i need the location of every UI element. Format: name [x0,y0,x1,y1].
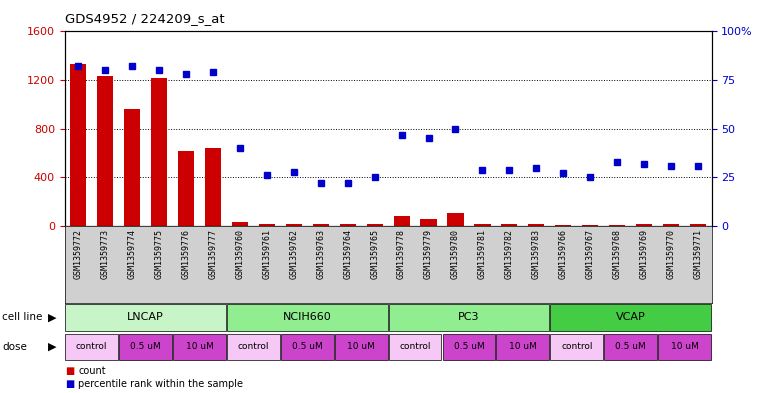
Bar [178,151,194,226]
Text: GSM1359761: GSM1359761 [263,229,272,279]
Bar [550,334,603,360]
Text: cell line: cell line [2,312,43,322]
Text: NCIH660: NCIH660 [283,312,332,322]
Bar [285,224,302,226]
Bar [227,304,387,331]
Bar [119,334,172,360]
Text: GDS4952 / 224209_s_at: GDS4952 / 224209_s_at [65,12,224,25]
Text: GSM1359770: GSM1359770 [667,229,676,279]
Bar [550,304,711,331]
Text: GSM1359779: GSM1359779 [424,229,433,279]
Text: 0.5 uM: 0.5 uM [454,342,484,351]
Bar [501,224,517,226]
Bar [339,224,356,226]
Bar [70,64,86,226]
Bar [636,224,652,226]
Bar [227,334,280,360]
Bar [663,224,679,226]
Text: 0.5 uM: 0.5 uM [130,342,161,351]
Text: ▶: ▶ [48,312,56,322]
Bar [393,216,409,226]
Text: GSM1359780: GSM1359780 [451,229,460,279]
Text: ■: ■ [65,366,74,376]
Text: GSM1359777: GSM1359777 [209,229,218,279]
Text: GSM1359769: GSM1359769 [640,229,648,279]
Bar [259,224,275,226]
Text: GSM1359781: GSM1359781 [478,229,487,279]
Bar [690,224,706,226]
Text: GSM1359764: GSM1359764 [343,229,352,279]
Bar [124,109,140,226]
Bar [232,222,248,226]
Text: GSM1359771: GSM1359771 [693,229,702,279]
Bar [443,334,495,360]
Text: GSM1359776: GSM1359776 [181,229,190,279]
Text: count: count [78,366,106,376]
Bar [313,224,329,226]
Bar [367,224,383,226]
Bar [582,225,598,226]
Text: 10 uM: 10 uM [347,342,375,351]
Text: GSM1359773: GSM1359773 [100,229,110,279]
Text: control: control [561,342,593,351]
Text: ▶: ▶ [48,342,56,352]
Text: control: control [237,342,269,351]
Text: GSM1359775: GSM1359775 [154,229,164,279]
Text: GSM1359760: GSM1359760 [235,229,244,279]
Bar [447,213,463,226]
Text: VCAP: VCAP [616,312,645,322]
Text: GSM1359782: GSM1359782 [505,229,514,279]
Text: ■: ■ [65,379,74,389]
Text: dose: dose [2,342,27,352]
Text: PC3: PC3 [458,312,479,322]
Text: 0.5 uM: 0.5 uM [292,342,323,351]
Bar [97,76,113,226]
Text: 0.5 uM: 0.5 uM [616,342,646,351]
Bar [151,78,167,226]
Bar [205,148,221,226]
Text: GSM1359766: GSM1359766 [559,229,568,279]
Bar [173,334,226,360]
Text: control: control [400,342,431,351]
Text: 10 uM: 10 uM [186,342,213,351]
Bar [421,219,437,226]
Text: GSM1359762: GSM1359762 [289,229,298,279]
Text: GSM1359768: GSM1359768 [613,229,622,279]
Bar [658,334,711,360]
Text: GSM1359772: GSM1359772 [74,229,83,279]
Bar [335,334,387,360]
Text: GSM1359763: GSM1359763 [317,229,325,279]
Text: LNCAP: LNCAP [127,312,164,322]
Text: control: control [76,342,107,351]
Bar [474,224,491,226]
Text: GSM1359767: GSM1359767 [586,229,595,279]
Bar [281,334,333,360]
Bar [389,304,549,331]
Bar [389,334,441,360]
Bar [496,334,549,360]
Bar [65,334,118,360]
Text: GSM1359783: GSM1359783 [532,229,541,279]
Bar [556,225,572,226]
Text: GSM1359765: GSM1359765 [370,229,379,279]
Bar [609,225,626,226]
Text: 10 uM: 10 uM [670,342,699,351]
Text: GSM1359778: GSM1359778 [397,229,406,279]
Text: percentile rank within the sample: percentile rank within the sample [78,379,244,389]
Text: GSM1359774: GSM1359774 [128,229,136,279]
Text: 10 uM: 10 uM [509,342,537,351]
Bar [65,304,226,331]
Bar [604,334,657,360]
Bar [528,224,544,226]
